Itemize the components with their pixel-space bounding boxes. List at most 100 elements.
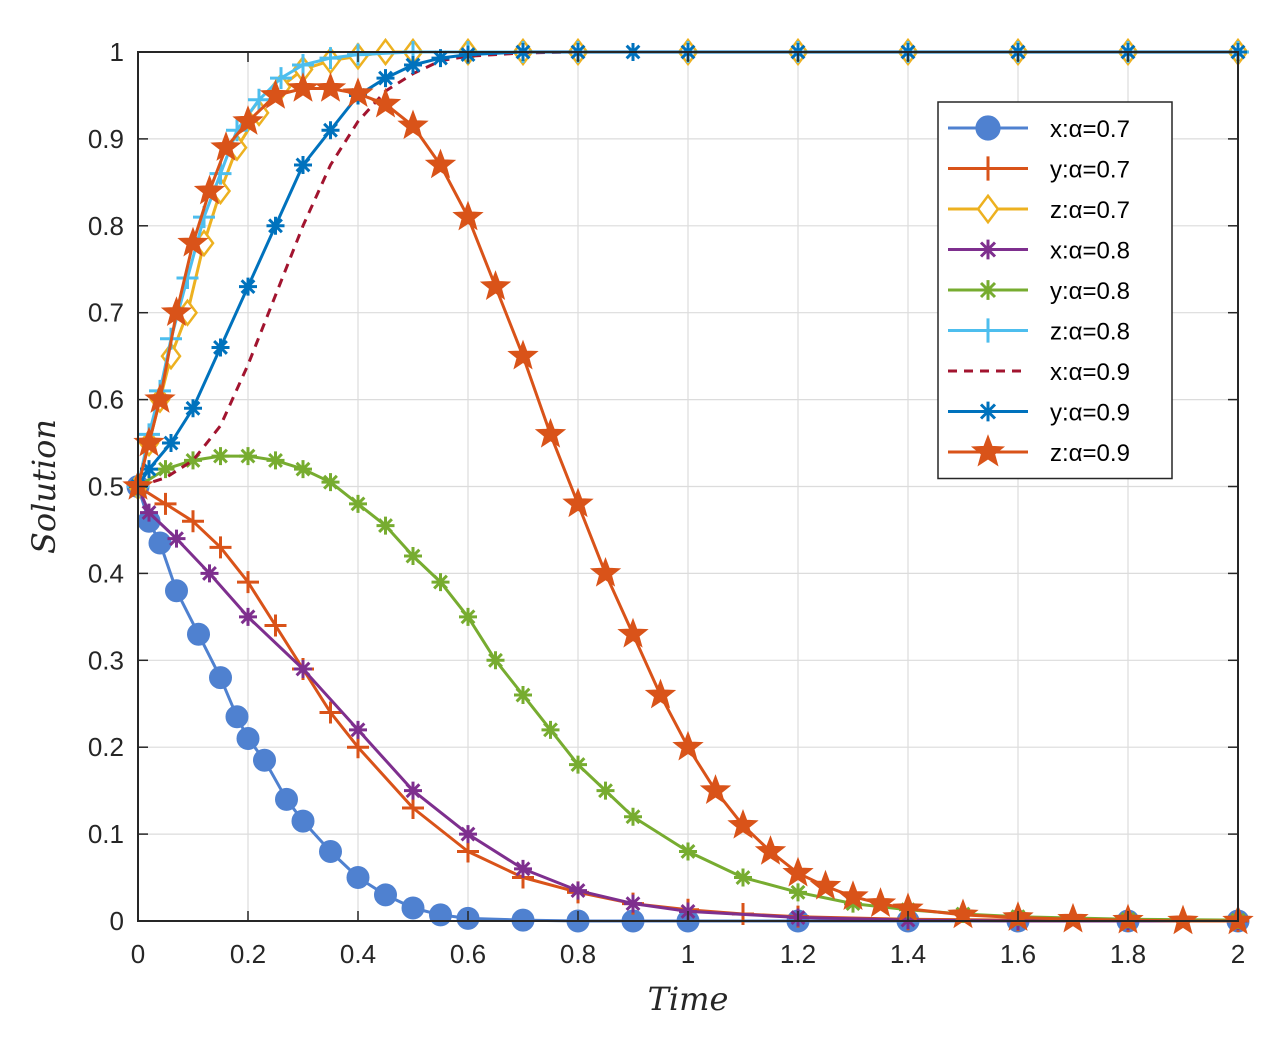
- data-point: [200, 564, 219, 583]
- data-point: [479, 270, 512, 300]
- data-point: [404, 56, 422, 75]
- data-point: [266, 216, 285, 235]
- data-point: [160, 296, 193, 326]
- data-point: [167, 529, 186, 548]
- data-point: [177, 226, 209, 257]
- data-point: [617, 617, 649, 648]
- data-point: [291, 809, 315, 833]
- data-point: [402, 797, 424, 820]
- legend-label: y:α=0.8: [1050, 278, 1130, 305]
- y-tick-label: 0.3: [88, 645, 124, 675]
- data-point: [239, 277, 257, 296]
- data-point: [975, 156, 1001, 181]
- legend-item: y:α=0.8: [948, 278, 1130, 305]
- data-point: [837, 880, 869, 910]
- data-point: [452, 200, 484, 231]
- legend-item: x:α=0.7: [948, 115, 1130, 143]
- data-point: [672, 730, 704, 761]
- data-point: [232, 105, 264, 135]
- data-point: [346, 866, 370, 890]
- data-point: [182, 510, 204, 533]
- data-point: [266, 451, 285, 470]
- data-point: [259, 79, 292, 109]
- legend-label: y:α=0.9: [1050, 400, 1130, 427]
- data-point: [844, 894, 862, 913]
- y-tick-label: 0.4: [88, 558, 124, 588]
- data-point: [319, 701, 342, 724]
- data-point: [404, 547, 422, 566]
- data-point: [184, 399, 202, 418]
- data-point: [248, 88, 270, 111]
- data-point: [239, 607, 257, 626]
- legend-label: z:α=0.8: [1050, 319, 1130, 346]
- data-point: [294, 460, 312, 479]
- legend-item: z:α=0.7: [948, 193, 1130, 225]
- y-tick-label: 0.9: [88, 124, 124, 154]
- y-tick-label: 0: [110, 906, 124, 936]
- data-point: [514, 686, 532, 705]
- data-point: [225, 705, 249, 729]
- data-point: [789, 883, 807, 902]
- data-point: [211, 447, 230, 466]
- data-point: [342, 77, 374, 107]
- data-point: [319, 47, 342, 70]
- data-point: [374, 883, 397, 907]
- data-point: [148, 531, 172, 555]
- x-tick-label: 1.4: [890, 939, 926, 969]
- data-point: [187, 622, 210, 646]
- data-point: [349, 720, 367, 739]
- legend-item: y:α=0.7: [948, 156, 1130, 184]
- x-tick-label: 1.6: [1000, 939, 1036, 969]
- legend-item: x:α=0.8: [948, 238, 1130, 265]
- legend-label: x:α=0.8: [1050, 238, 1130, 265]
- data-point: [424, 148, 457, 179]
- data-point: [976, 193, 1000, 225]
- data-point: [970, 434, 1006, 467]
- x-tick-label: 0.2: [230, 939, 266, 969]
- data-point: [165, 579, 188, 603]
- y-axis-label: Solution: [25, 419, 63, 554]
- data-point: [534, 417, 567, 448]
- y-tick-label: 0.1: [88, 819, 124, 849]
- data-point: [211, 338, 230, 357]
- legend-item: z:α=0.9: [948, 434, 1130, 467]
- data-point: [140, 460, 158, 479]
- y-tick-label: 0.8: [88, 211, 124, 241]
- data-point: [210, 131, 242, 161]
- data-point: [459, 825, 477, 844]
- data-point: [514, 859, 532, 878]
- data-point: [486, 651, 505, 670]
- data-point: [782, 856, 814, 887]
- data-point: [975, 115, 1001, 141]
- data-point: [624, 807, 642, 826]
- data-point: [369, 87, 402, 118]
- data-point: [809, 869, 842, 900]
- data-point: [314, 72, 347, 102]
- data-point: [156, 460, 175, 479]
- data-point: [239, 447, 257, 466]
- y-tick-label: 0.5: [88, 472, 124, 502]
- x-axis-label: Time: [648, 980, 729, 1018]
- data-point: [376, 69, 395, 88]
- data-point: [270, 67, 292, 90]
- y-tick-label: 1: [110, 37, 124, 67]
- data-point: [1167, 904, 1199, 935]
- data-point: [209, 162, 232, 185]
- data-point: [978, 401, 998, 422]
- data-point: [754, 835, 787, 865]
- data-point: [193, 174, 226, 205]
- data-point: [541, 720, 560, 739]
- data-point: [184, 451, 202, 470]
- data-point: [734, 868, 752, 887]
- data-point: [321, 121, 340, 140]
- data-point: [975, 318, 1001, 343]
- x-tick-label: 0.8: [560, 939, 596, 969]
- x-tick-label: 1.2: [780, 939, 816, 969]
- data-point: [397, 109, 429, 140]
- data-point: [864, 887, 897, 917]
- y-tick-label: 0.6: [88, 385, 124, 415]
- x-tick-label: 0.6: [450, 939, 486, 969]
- x-tick-label: 1: [681, 939, 695, 969]
- legend: x:α=0.7 y:α=0.7 z:α=0.7 x:α=0.8 y:α=0.8 z:α=0…: [937, 101, 1173, 480]
